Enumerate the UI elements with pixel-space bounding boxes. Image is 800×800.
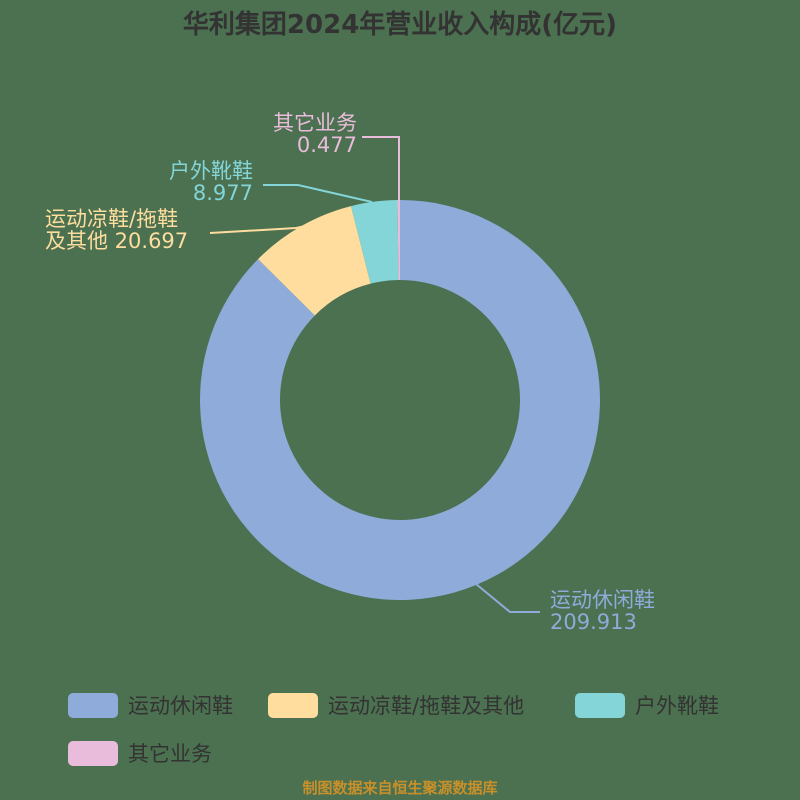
chart-title: 华利集团2024年营业收入构成(亿元) xyxy=(182,10,618,40)
legend-label: 户外靴鞋 xyxy=(635,694,719,718)
label-outdoor-name: 户外靴鞋 xyxy=(169,159,253,183)
legend-item-sandals[interactable]: 运动凉鞋/拖鞋及其他 xyxy=(268,690,524,720)
slice-sports-casual[interactable] xyxy=(199,200,601,600)
slice-outdoor[interactable] xyxy=(351,200,399,284)
data-source-footer: 制图数据来自恒生聚源数据库 xyxy=(302,779,498,797)
leader-line-other xyxy=(362,136,400,200)
label-outdoor-value: 8.977 xyxy=(192,181,253,205)
label-other-name: 其它业务 xyxy=(273,111,357,135)
legend-label: 运动休闲鞋 xyxy=(128,694,233,718)
label-sandals: 运动凉鞋/拖鞋 及其他 20.697 xyxy=(45,208,188,252)
donut-slices xyxy=(199,200,601,600)
legend-item-other[interactable]: 其它业务 xyxy=(68,738,212,768)
legend-swatch xyxy=(68,740,118,766)
legend-swatch xyxy=(575,692,625,718)
label-outdoor: 户外靴鞋 8.977 xyxy=(169,160,253,204)
leader-line-sports-casual xyxy=(475,583,540,613)
legend-swatch xyxy=(268,692,318,718)
leader-line-outdoor xyxy=(263,184,373,203)
slice-sandals[interactable] xyxy=(258,206,371,316)
label-sandals-value: 及其他 20.697 xyxy=(45,229,189,253)
legend-item-sports-casual[interactable]: 运动休闲鞋 xyxy=(68,690,233,720)
leader-line-sandals xyxy=(209,224,311,234)
slice-other[interactable] xyxy=(397,200,400,281)
legend-swatch xyxy=(68,692,118,718)
legend-label: 其它业务 xyxy=(128,742,212,766)
label-other-value: 0.477 xyxy=(296,133,357,157)
label-sports-casual-name: 运动休闲鞋 xyxy=(550,588,655,612)
label-sports-casual: 运动休闲鞋 209.913 xyxy=(550,589,655,633)
label-sports-casual-value: 209.913 xyxy=(550,610,637,634)
label-sandals-name: 运动凉鞋/拖鞋 xyxy=(45,207,179,231)
legend-item-outdoor[interactable]: 户外靴鞋 xyxy=(575,690,719,720)
legend-label: 运动凉鞋/拖鞋及其他 xyxy=(328,694,525,718)
label-other: 其它业务 0.477 xyxy=(273,112,357,156)
